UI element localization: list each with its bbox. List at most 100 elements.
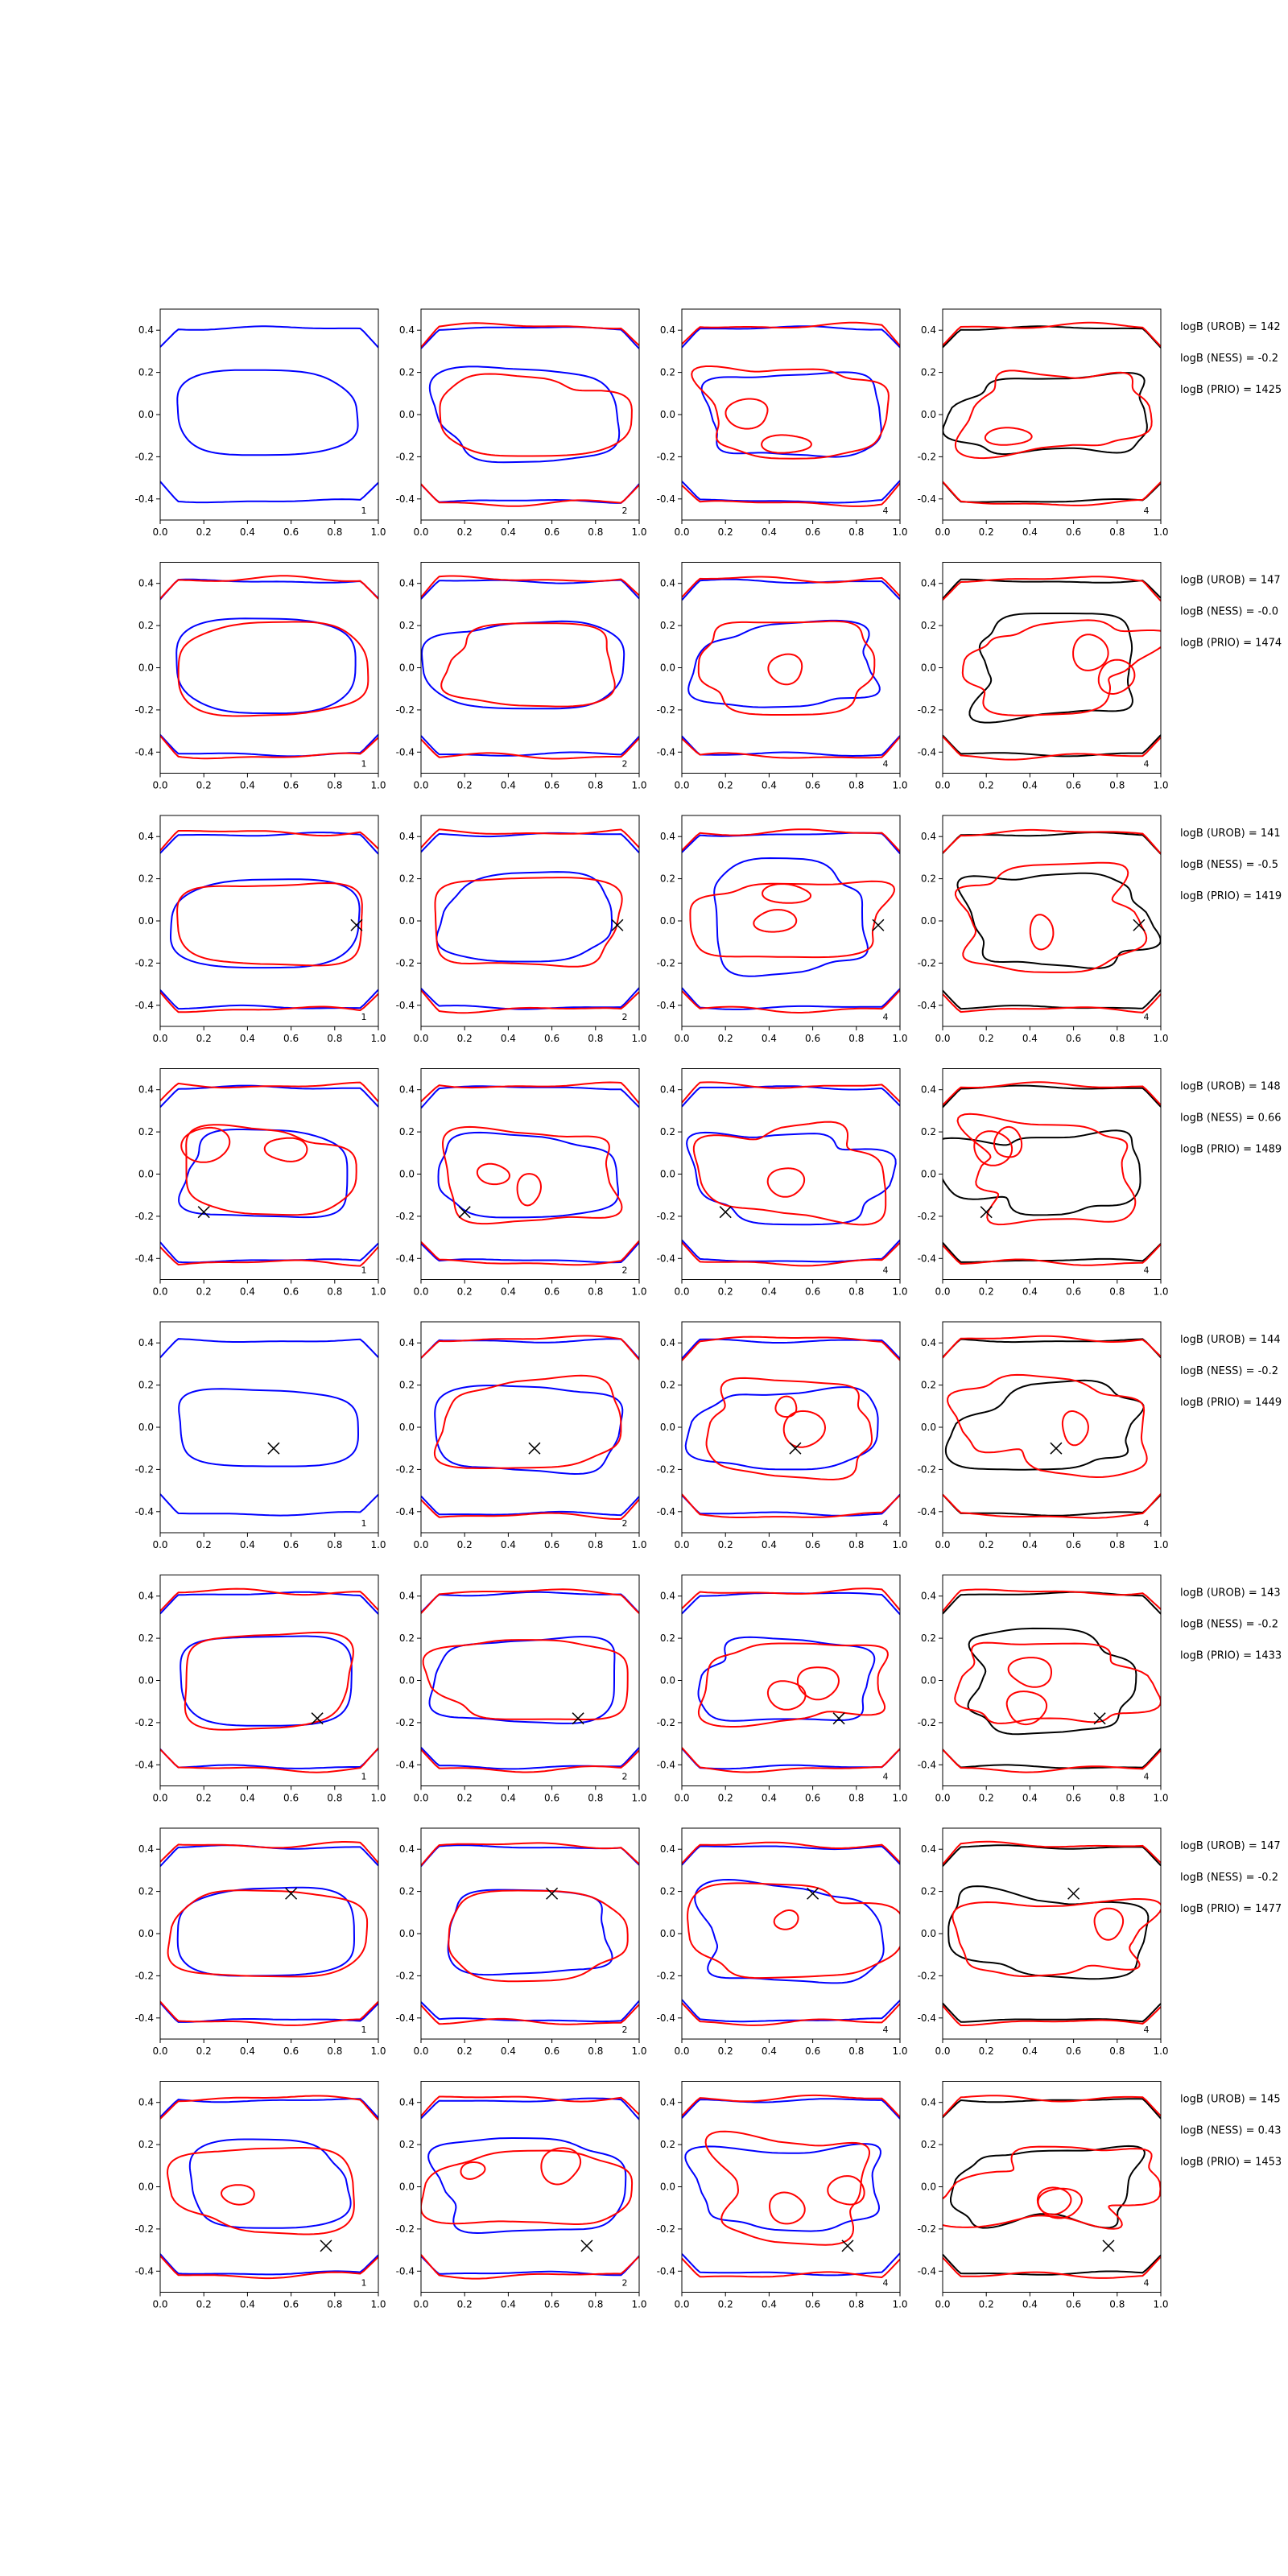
contour-line xyxy=(773,1909,799,1930)
contour-line xyxy=(180,1635,353,1727)
y-tick-label: 0.2 xyxy=(138,1886,154,1897)
x-tick-label: 0.4 xyxy=(1022,780,1038,791)
x-tick-label: 0.2 xyxy=(718,2299,733,2310)
contour-line xyxy=(176,1886,356,1977)
y-tick-label: -0.4 xyxy=(396,1759,415,1770)
y-tick-label: -0.4 xyxy=(657,2265,675,2277)
x-tick-label: 0.6 xyxy=(283,780,299,791)
contour-panel: 0.0 0.2 0.4 0.6 0.8 1.0 0.4 0.2 0.0 -0.2 -0.4 4 xyxy=(918,1575,1169,1804)
contour-line xyxy=(160,1841,378,1864)
x-tick-label: 1.0 xyxy=(1153,526,1168,538)
x-tick-label: 0.2 xyxy=(979,1793,994,1804)
x-tick-label: 1.0 xyxy=(1153,1286,1168,1298)
panel-label: 2 xyxy=(622,1012,628,1022)
contour-line xyxy=(682,1081,900,1104)
x-tick-label: 0.4 xyxy=(762,526,777,538)
axes-frame xyxy=(420,562,640,774)
contour-line xyxy=(160,830,378,852)
y-tick-label: 0.4 xyxy=(399,1084,415,1096)
contour-panel: 0.0 0.2 0.4 0.6 0.8 1.0 0.4 0.2 0.0 -0.2 -0.4 4 xyxy=(918,2081,1169,2310)
axes-frame xyxy=(681,1068,901,1280)
contour-line xyxy=(713,857,869,977)
contour-line xyxy=(682,828,900,852)
y-tick-label: -0.2 xyxy=(918,1717,936,1728)
x-tick-label: 0.4 xyxy=(240,1793,255,1804)
x-tick-label: 1.0 xyxy=(631,1539,646,1550)
x-tick-label: 1.0 xyxy=(370,526,386,538)
contour-line xyxy=(160,2255,378,2280)
contour-line xyxy=(697,1636,876,1722)
contour-line xyxy=(952,1898,1161,1978)
contour-line xyxy=(694,1878,885,1984)
contour-panel: 0.0 0.2 0.4 0.6 0.8 1.0 0.4 0.2 0.0 -0.2 -0.4 2 xyxy=(396,308,647,538)
contour-line xyxy=(682,1841,900,1864)
panel-label: 1 xyxy=(361,506,367,516)
y-tick-label: 0.4 xyxy=(138,2097,154,2108)
y-tick-label: 0.0 xyxy=(399,1928,415,1939)
x-tick-label: 0.0 xyxy=(152,780,167,791)
contour-panel: 0.0 0.2 0.4 0.6 0.8 1.0 0.4 0.2 0.0 -0.2 -0.4 2 xyxy=(396,562,647,791)
logb-annotation: logB (PRIO) = 1425 xyxy=(1180,384,1282,396)
contour-line xyxy=(434,1385,624,1476)
contour-line xyxy=(1061,1410,1089,1447)
x-tick-label: 1.0 xyxy=(631,2046,646,2057)
y-tick-label: 0.2 xyxy=(399,1633,415,1644)
contour-line xyxy=(421,2254,639,2280)
contour-line xyxy=(160,1587,378,1612)
x-tick-label: 0.2 xyxy=(718,2046,733,2057)
y-tick-label: -0.4 xyxy=(135,746,154,758)
y-tick-label: -0.4 xyxy=(396,493,415,505)
contour-line xyxy=(421,483,639,507)
contour-line xyxy=(682,1591,900,1616)
y-tick-label: 0.0 xyxy=(660,915,675,927)
y-tick-label: -0.2 xyxy=(918,2223,936,2235)
x-tick-label: 0.0 xyxy=(935,780,950,791)
x-tick-label: 0.6 xyxy=(805,1793,820,1804)
logb-annotation: logB (NESS) = 0.43 xyxy=(1180,2125,1282,2137)
x-tick-label: 0.2 xyxy=(979,1033,994,1044)
contour-panel: 0.0 0.2 0.4 0.6 0.8 1.0 0.4 0.2 0.0 -0.2 -0.4 1 xyxy=(135,1575,386,1804)
axes-frame xyxy=(420,1827,640,2040)
y-tick-label: -0.2 xyxy=(657,2223,675,2235)
contour-line xyxy=(160,832,378,855)
axes-frame xyxy=(420,1321,640,1534)
y-tick-label: 0.0 xyxy=(399,1675,415,1686)
contour-panel: 0.0 0.2 0.4 0.6 0.8 1.0 0.4 0.2 0.0 -0.2 -0.4 4 xyxy=(918,1068,1169,1298)
x-tick-label: 0.8 xyxy=(1109,1539,1125,1550)
contour-line xyxy=(421,987,639,1010)
y-tick-label: -0.2 xyxy=(135,2223,154,2235)
y-tick-label: 0.0 xyxy=(660,663,675,674)
y-tick-label: 0.2 xyxy=(138,1633,154,1644)
contour-line xyxy=(160,991,378,1013)
contour-line xyxy=(176,369,359,456)
contour-line xyxy=(421,1240,639,1266)
y-tick-label: 0.4 xyxy=(138,1337,154,1348)
contour-panel: 0.0 0.2 0.4 0.6 0.8 1.0 0.4 0.2 0.0 -0.2 -0.4 4 xyxy=(657,2081,908,2310)
axes-frame xyxy=(942,1321,1162,1534)
x-tick-label: 0.2 xyxy=(196,1793,212,1804)
y-tick-label: -0.4 xyxy=(918,1506,936,1517)
x-tick-label: 0.6 xyxy=(283,526,299,538)
contour-line xyxy=(540,2147,582,2186)
contour-panel: 0.0 0.2 0.4 0.6 0.8 1.0 0.4 0.2 0.0 -0.2 -0.4 4 xyxy=(918,308,1169,538)
contour-line xyxy=(160,325,378,349)
y-tick-label: 0.2 xyxy=(660,620,675,631)
contour-panel: 0.0 0.2 0.4 0.6 0.8 1.0 0.4 0.2 0.0 -0.2 -0.4 4 xyxy=(918,562,1169,791)
y-tick-label: 0.0 xyxy=(921,1675,936,1686)
x-tick-label: 0.2 xyxy=(979,2299,994,2310)
contour-line xyxy=(943,1242,1161,1263)
x-tick-label: 0.2 xyxy=(196,780,212,791)
contour-line xyxy=(160,989,378,1010)
y-tick-label: 0.4 xyxy=(660,831,675,842)
y-tick-label: 0.2 xyxy=(399,2139,415,2150)
panel-label: 2 xyxy=(622,2278,628,2289)
contour-line xyxy=(160,575,378,600)
axes-frame xyxy=(159,562,379,774)
y-tick-label: -0.2 xyxy=(396,957,415,968)
y-tick-label: 0.0 xyxy=(138,1422,154,1433)
contour-line xyxy=(421,1588,639,1614)
axes-frame xyxy=(420,1575,640,1786)
x-marker xyxy=(572,1712,584,1725)
contour-line xyxy=(682,832,900,855)
x-tick-label: 0.6 xyxy=(283,1539,299,1550)
